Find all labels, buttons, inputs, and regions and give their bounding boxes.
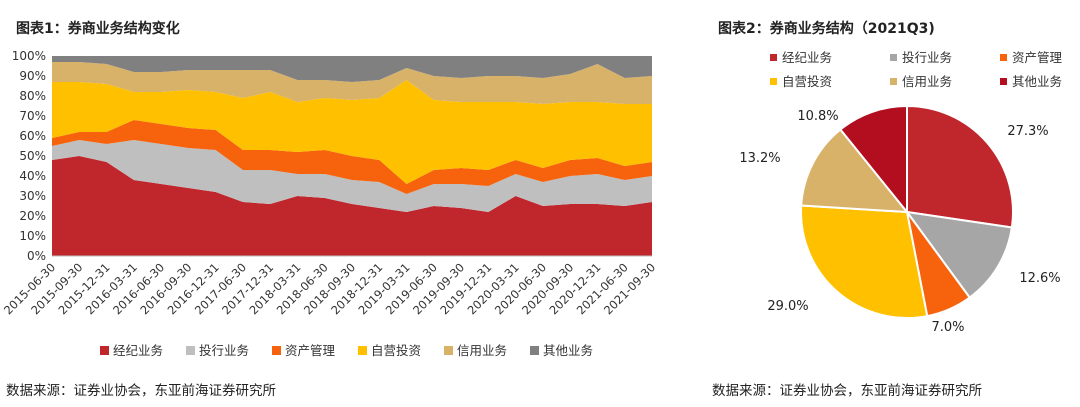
legend-swatch-0 [100, 346, 109, 355]
pie-legend-label-3: 自营投资 [782, 74, 832, 89]
area-series-3 [52, 80, 652, 184]
legend-swatch-4 [444, 346, 453, 355]
pie-data-label-2: 7.0% [931, 320, 964, 335]
pie-slice-5 [839, 104, 908, 215]
area-series-2 [52, 120, 652, 194]
y-tick-label: 60% [19, 129, 46, 143]
area-chart-source: 数据来源：证券业协会，东亚前海证券研究所 [6, 383, 276, 399]
y-tick-label: 40% [19, 169, 46, 183]
pie-data-label-5: 10.8% [797, 109, 838, 124]
legend-label-2: 资产管理 [285, 343, 336, 358]
legend-swatch-1 [186, 346, 195, 355]
pie-legend-swatch-2 [1000, 54, 1007, 61]
pie-legend-label-1: 投行业务 [902, 50, 952, 65]
area-series-1 [52, 140, 652, 212]
pie-chart-source: 数据来源：证券业协会，东亚前海证券研究所 [712, 383, 982, 399]
pie-slice-4 [800, 128, 910, 214]
y-tick-label: 50% [19, 149, 46, 163]
y-tick-label: 0% [27, 249, 46, 263]
y-tick-label: 70% [19, 109, 46, 123]
pie-slice-1 [904, 210, 1014, 299]
y-tick-label: 90% [19, 69, 46, 83]
pie-chart-panel: 图表2：券商业务结构（2021Q3) 经纪业务 投行业务 资产管理自营投资 信用业务 其… [700, 0, 1080, 407]
legend-swatch-3 [358, 346, 367, 355]
pie-slice-0 [906, 104, 1014, 229]
area-series-5 [52, 56, 652, 82]
pie-legend-label-0: 经纪业务 [782, 50, 832, 65]
pie-legend-swatch-3 [770, 78, 777, 85]
pie-data-label-3: 29.0% [767, 299, 808, 314]
pie-legend-swatch-0 [770, 54, 777, 61]
area-series-4 [52, 62, 652, 104]
y-tick-label: 20% [19, 209, 46, 223]
y-tick-label: 10% [19, 229, 46, 243]
pie-legend-label-4: 信用业务 [902, 74, 952, 89]
pie-legend-swatch-4 [890, 78, 897, 85]
legend-label-1: 投行业务 [199, 343, 249, 358]
pie-chart-title: 图表2：券商业务结构（2021Q3) [718, 21, 935, 37]
area-chart-title: 图表1：券商业务结构变化 [16, 21, 180, 37]
area-chart: 0%10%20%30%40%50%60%70%80%90%100%2015-06… [1, 49, 658, 358]
legend-label-0: 经纪业务 [113, 343, 163, 358]
y-tick-label: 100% [12, 49, 46, 63]
pie-data-label-1: 12.6% [1019, 271, 1060, 286]
pie-data-label-0: 27.3% [1007, 124, 1048, 139]
legend-swatch-5 [530, 346, 539, 355]
legend-swatch-2 [272, 346, 281, 355]
pie-legend-swatch-5 [1000, 78, 1007, 85]
legend-label-3: 自营投资 [371, 343, 421, 358]
pie-legend-label-2: 资产管理 [1012, 50, 1063, 65]
pie-data-label-4: 13.2% [739, 151, 780, 166]
legend-label-5: 其他业务 [543, 343, 593, 358]
area-series-0 [52, 156, 652, 256]
legend-label-4: 信用业务 [457, 343, 507, 358]
pie-legend-label-5: 其他业务 [1012, 74, 1062, 89]
y-tick-label: 80% [19, 89, 46, 103]
y-tick-label: 30% [19, 189, 46, 203]
pie-legend-swatch-1 [890, 54, 897, 61]
area-chart-panel: 图表1：券商业务结构变化 0% 10% 20% 30% 40% 50% 60% 70% 80% 9… [1, 21, 658, 399]
pie-slice-3 [800, 204, 929, 319]
